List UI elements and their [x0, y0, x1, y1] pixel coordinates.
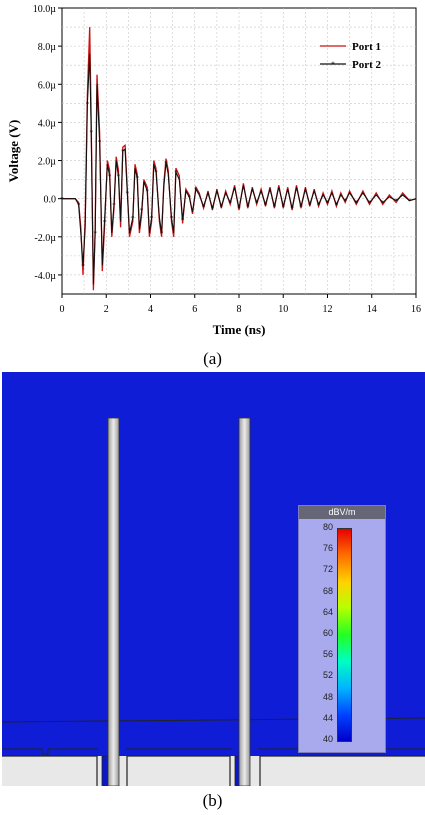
series-marker-2: * — [98, 138, 102, 146]
series-marker-2: * — [326, 199, 330, 207]
colorbar-gradient — [337, 528, 352, 742]
series-marker-2: * — [394, 198, 398, 206]
series-marker-2: * — [135, 175, 139, 183]
series-marker-2: * — [381, 199, 385, 207]
y-tick-label: 6.0µ — [38, 80, 57, 91]
series-line-2 — [62, 53, 417, 285]
caption-a: (a) — [203, 349, 222, 368]
colorbar-tick-label: 72 — [322, 564, 333, 575]
probe-1 — [107, 417, 120, 786]
caption-b: (b) — [202, 791, 223, 810]
y-tick-label: 4.0µ — [38, 118, 57, 129]
series-marker-2: * — [81, 262, 85, 270]
series-marker-2: * — [164, 159, 168, 167]
series-marker-2: * — [368, 199, 372, 207]
colorbar-tick-label: 56 — [322, 649, 333, 660]
legend-label-2: Port 2 — [352, 59, 382, 71]
series-marker-2: * — [264, 201, 268, 209]
series-marker-2: * — [290, 205, 294, 213]
colorbar-tick-label: 52 — [322, 670, 333, 681]
series-marker-2: * — [335, 201, 339, 209]
colorbar-tick-label: 68 — [322, 585, 333, 596]
series-marker-2: * — [187, 194, 191, 202]
colorbar-tick-label: 44 — [322, 712, 333, 723]
y-tick-label: 2.0µ — [38, 157, 57, 168]
series-marker-2: * — [174, 169, 178, 177]
x-tick-label: 12 — [323, 304, 333, 315]
series-marker-2: * — [131, 215, 135, 223]
y-tick-label: 8.0µ — [38, 42, 57, 53]
series-marker-2: * — [60, 196, 64, 204]
x-tick-label: 2 — [104, 304, 109, 315]
colorbar-tick-label: 40 — [322, 734, 333, 744]
series-marker-2: * — [246, 203, 250, 211]
x-tick-label: 0 — [60, 304, 65, 315]
series-marker-2: * — [255, 199, 259, 207]
x-tick-label: 6 — [192, 304, 197, 315]
x-tick-label: 4 — [148, 304, 153, 315]
y-tick-label: -4.0µ — [34, 271, 56, 282]
legend-marker: * — [331, 60, 335, 69]
y-tick-label: 0.0 — [44, 195, 57, 206]
series-marker-2: * — [93, 230, 97, 238]
series-line-1 — [62, 27, 417, 291]
legend-label-1: Port 1 — [352, 41, 381, 53]
y-tick-label: -2.0µ — [34, 233, 56, 244]
series-marker-2: * — [194, 186, 198, 194]
series-marker-2: * — [77, 201, 81, 209]
voltage-chart: 0 2 4 6 8 10 12 14 16 10.0µ 8.0µ 6.0µ 4.0µ 2.0µ 0.0 -2.… — [6, 4, 421, 337]
colorbar-tick-label: 80 — [322, 522, 333, 532]
series-marker-2: * — [355, 199, 359, 207]
series-marker-2: * — [117, 173, 121, 181]
y-tick-label: 10.0µ — [33, 4, 57, 15]
series-marker-2: * — [112, 201, 116, 209]
series-marker-2: * — [220, 203, 224, 211]
series-marker-2: * — [170, 215, 174, 223]
series-marker-2: * — [160, 230, 164, 238]
series-marker-2: * — [126, 190, 130, 198]
x-tick-label: 10 — [278, 304, 288, 315]
series-marker-2: * — [408, 198, 412, 206]
substrate — [2, 756, 425, 786]
series-marker-2: * — [299, 203, 303, 211]
series-marker-2: * — [140, 207, 144, 215]
ground-outline — [2, 755, 425, 786]
series-marker-2: * — [103, 219, 107, 227]
series-marker-2: * — [86, 100, 90, 108]
series-marker-2: * — [150, 215, 154, 223]
colorbar-title: dBV/m — [299, 506, 385, 519]
x-tick-label: 16 — [411, 304, 421, 315]
series-marker-2: * — [308, 201, 312, 209]
series-marker-2: * — [145, 188, 149, 196]
series-marker-2: * — [237, 205, 241, 213]
x-tick-label: 8 — [237, 304, 242, 315]
series-marker-2: * — [211, 205, 215, 213]
colorbar-tick-label: 64 — [322, 606, 333, 617]
probe-2 — [238, 417, 251, 786]
y-axis-label: Voltage (V) — [6, 120, 21, 183]
series-marker-2: * — [282, 203, 286, 211]
ground-strip-left — [2, 748, 98, 755]
series-marker-2: * — [343, 198, 347, 206]
series-marker-2: * — [89, 129, 93, 137]
series-marker-2: * — [273, 203, 277, 211]
series-marker-2: * — [202, 203, 206, 211]
x-axis-label: Time (ns) — [213, 322, 266, 337]
series-marker-2: * — [121, 148, 125, 156]
field-geometry — [2, 417, 425, 786]
colorbar-tick-label: 48 — [322, 691, 333, 702]
colorbar-tick-label: 60 — [322, 628, 333, 638]
field-distribution-panel: dBV/m 80 76 72 68 64 60 56 52 48 44 40 — [2, 372, 425, 786]
series-marker-2: * — [181, 217, 185, 225]
series-marker-2: * — [228, 199, 232, 207]
x-tick-label: 14 — [367, 304, 377, 315]
colorbar-tick-label: 76 — [322, 543, 333, 554]
series-marker-2: * — [108, 173, 112, 181]
series-marker-2: * — [154, 169, 158, 177]
colorbar-legend: dBV/m 80 76 72 68 64 60 56 52 48 44 40 — [298, 505, 386, 753]
series-marker-2: * — [317, 201, 321, 209]
plot-area — [61, 7, 417, 295]
